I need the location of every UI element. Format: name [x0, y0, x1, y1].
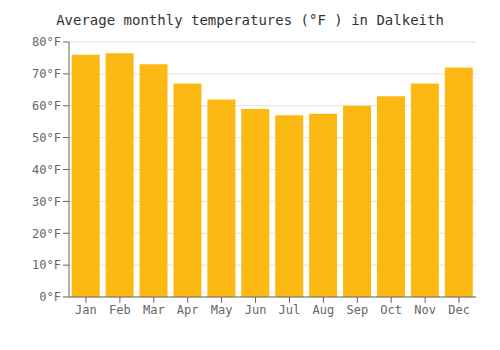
html-text:Average monthly temperatures (: Average monthly temperatures (°F ) in Da… [56, 12, 444, 28]
svg-text:Apr: Apr [177, 303, 199, 317]
svg-text:Nov: Nov [414, 303, 436, 317]
svg-text:0°F: 0°F [39, 290, 61, 304]
svg-text:Jan: Jan [75, 303, 97, 317]
svg-text:40°F: 40°F [32, 163, 61, 177]
svg-text:Jul: Jul [279, 303, 301, 317]
svg-text:50°F: 50°F [32, 131, 61, 145]
svg-text:Dec: Dec [448, 303, 470, 317]
svg-text:Jun: Jun [245, 303, 267, 317]
svg-text:May: May [211, 303, 233, 317]
svg-text:20°F: 20°F [32, 227, 61, 241]
svg-text:30°F: 30°F [32, 195, 61, 209]
svg-text:Feb: Feb [109, 303, 131, 317]
svg-text:Sep: Sep [346, 303, 368, 317]
svg-text:80°F: 80°F [32, 35, 61, 49]
svg-text:Mar: Mar [143, 303, 165, 317]
svg-text:70°F: 70°F [32, 67, 61, 81]
svg-text:Oct: Oct [380, 303, 402, 317]
svg-text:10°F: 10°F [32, 258, 61, 272]
svg-text:Aug: Aug [313, 303, 335, 317]
svg-text:60°F: 60°F [32, 99, 61, 113]
